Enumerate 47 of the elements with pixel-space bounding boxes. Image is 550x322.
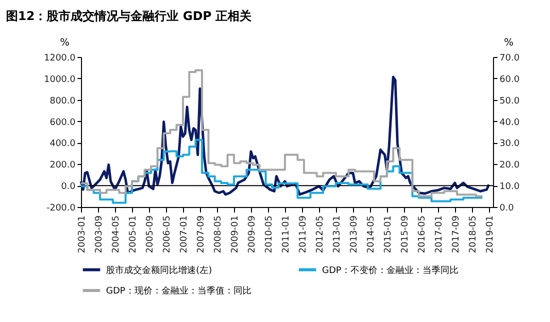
x-tick-label: 2007-01 bbox=[179, 216, 190, 254]
y-tick-label: 600.0 bbox=[50, 118, 76, 128]
y2-tick-label: 20.0 bbox=[500, 160, 520, 171]
x-tick-label: 2006-05 bbox=[162, 216, 172, 254]
x-tick-label: 2012-05 bbox=[315, 216, 326, 254]
y-tick-label: 400.0 bbox=[50, 139, 76, 150]
x-tick-label: 2017-01 bbox=[434, 216, 444, 254]
x-tick-label: 2003-01 bbox=[78, 216, 88, 254]
x-tick-label: 2015-09 bbox=[400, 215, 410, 254]
x-tick-label: 2009-09 bbox=[247, 215, 258, 254]
y2-tick-label: 40.0 bbox=[500, 118, 520, 128]
legend-label: GDP：不变价：金融业：当季同比 bbox=[322, 264, 458, 276]
x-tick-label: 2017-09 bbox=[451, 215, 462, 254]
y2-tick-label: 30.0 bbox=[500, 139, 520, 150]
x-tick-label: 2003-09 bbox=[94, 215, 104, 254]
y-tick-label: 800.0 bbox=[50, 96, 76, 106]
x-tick-label: 2007-09 bbox=[196, 215, 206, 254]
legend-label: GDP：现价：金融业：当季值：同比 bbox=[106, 286, 252, 296]
x-tick-label: 2019-01 bbox=[485, 216, 496, 254]
x-tick-label: 2014-05 bbox=[366, 216, 376, 254]
y-tick-label: 200.0 bbox=[50, 160, 76, 171]
x-tick-label: 2013-09 bbox=[349, 215, 360, 254]
x-tick-label: 2004-05 bbox=[111, 216, 122, 254]
x-tick-label: 2015-01 bbox=[383, 216, 394, 254]
y2-tick-label: 60.0 bbox=[500, 74, 520, 85]
y-axis-title: % bbox=[60, 38, 70, 48]
y-tick-label: 1000.0 bbox=[44, 74, 76, 85]
x-tick-label: 2016-05 bbox=[417, 216, 428, 254]
y2-tick-label: 10.0 bbox=[500, 182, 520, 192]
x-tick-label: 2008-05 bbox=[213, 216, 224, 254]
y-tick-label: 0.0 bbox=[61, 182, 76, 192]
x-tick-label: 2010-05 bbox=[264, 216, 274, 254]
y-tick-label: -200.0 bbox=[46, 204, 76, 214]
x-tick-label: 2009-01 bbox=[230, 216, 240, 254]
x-tick-label: 2013-01 bbox=[332, 216, 342, 254]
y2-tick-label: 0.0 bbox=[500, 204, 514, 214]
legend-label: 股市成交金额同比增速(左) bbox=[106, 264, 212, 276]
y-tick-label: 1200.0 bbox=[44, 54, 76, 64]
chart-title: 图12：股市成交情况与金融行业 GDP 正相关 bbox=[6, 9, 253, 23]
x-tick-label: 2005-09 bbox=[145, 215, 156, 254]
x-tick-label: 2011-01 bbox=[281, 216, 292, 254]
y2-tick-label: 70.0 bbox=[500, 54, 520, 64]
y2-axis-title: % bbox=[504, 38, 514, 48]
x-tick-label: 2018-05 bbox=[468, 216, 478, 254]
x-tick-label: 2011-09 bbox=[298, 215, 308, 254]
y2-tick-label: 50.0 bbox=[500, 96, 520, 106]
x-tick-label: 2005-01 bbox=[128, 216, 139, 254]
